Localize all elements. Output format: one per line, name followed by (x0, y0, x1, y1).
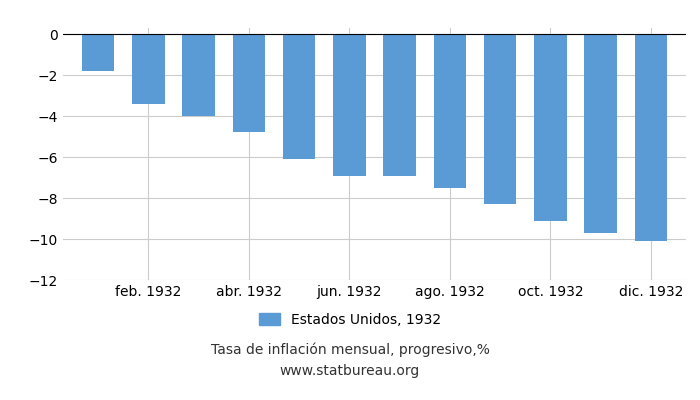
Legend: Estados Unidos, 1932: Estados Unidos, 1932 (253, 307, 447, 332)
Bar (484, 34, 517, 204)
Bar (584, 34, 617, 233)
Bar (182, 34, 215, 116)
Bar (82, 34, 115, 71)
Bar (132, 34, 164, 104)
Bar (283, 34, 316, 159)
Bar (634, 34, 667, 241)
Bar (534, 34, 567, 220)
Bar (433, 34, 466, 188)
Bar (232, 34, 265, 132)
Bar (384, 34, 416, 176)
Bar (333, 34, 365, 176)
Text: Tasa de inflación mensual, progresivo,%
www.statbureau.org: Tasa de inflación mensual, progresivo,% … (211, 342, 489, 378)
